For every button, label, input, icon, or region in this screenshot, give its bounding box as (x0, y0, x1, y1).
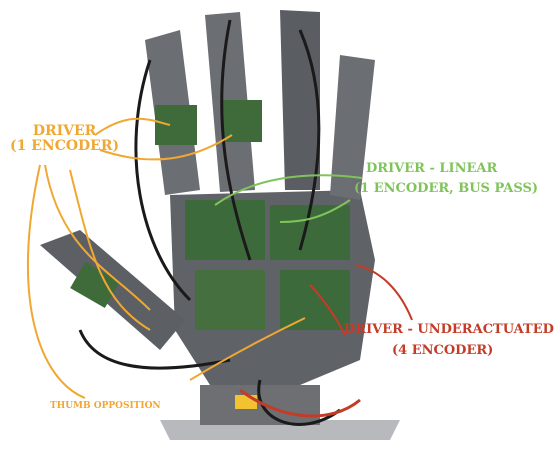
underactuated-label-line1: DRIVER - UNDERACTUATED (344, 322, 554, 337)
red-arrows (309, 264, 413, 336)
cables (78, 19, 341, 426)
ring-finger (280, 10, 320, 190)
index-finger (145, 30, 200, 195)
thumb-opposition-label: THUMB OPPOSITION (50, 401, 161, 411)
underactuated-label-line2: (4 ENCODER) (392, 343, 494, 358)
driver-label: DRIVER (1 ENCODER) (10, 123, 120, 155)
palm (170, 190, 375, 385)
driver-label-line2: (1 ENCODER) (10, 138, 120, 155)
base-stand (160, 385, 400, 440)
middle-finger (205, 12, 262, 192)
green-arrows (214, 174, 363, 223)
pinky-finger (330, 55, 375, 200)
driver-label-line1: DRIVER (32, 123, 97, 139)
red-cable (239, 388, 361, 418)
linear-label-line1: DRIVER - LINEAR (366, 161, 498, 176)
orange-arrows (26, 117, 306, 399)
thumb (40, 230, 185, 350)
linear-label-line2: (1 ENCODER, BUS PASS) (354, 181, 539, 196)
